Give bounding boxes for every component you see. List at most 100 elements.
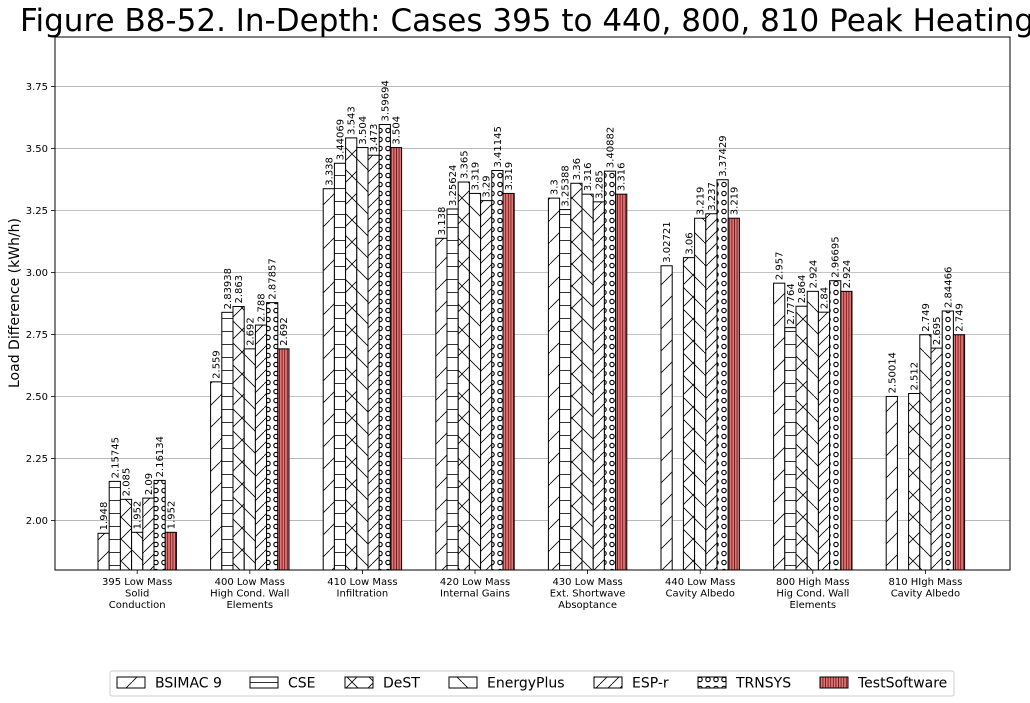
data-label: 2.50014 [887, 352, 898, 393]
x-category-label: Elements [226, 600, 273, 611]
data-label: 1.948 [99, 502, 110, 531]
bar [164, 531, 177, 571]
bars [97, 124, 966, 571]
data-label: 3.338 [324, 157, 335, 186]
bar [435, 237, 448, 571]
x-category-label: 400 Low Mass [215, 577, 285, 588]
x-category-label: Cavity Albedo [891, 589, 960, 600]
x-category-label: Hig Cond. Wall [776, 589, 849, 600]
legend-label: EnergyPlus [487, 676, 565, 692]
data-label: 3.319 [504, 162, 515, 191]
bar [682, 257, 696, 571]
bar [221, 311, 234, 571]
legend-label: BSIMAC 9 [155, 676, 222, 692]
data-label: 2.695 [932, 316, 943, 345]
bar [131, 531, 144, 571]
data-label: 2.559 [212, 350, 223, 379]
data-label: 2.692 [245, 317, 256, 346]
bar [952, 334, 966, 571]
data-label: 3.59694 [380, 80, 391, 121]
legend-swatch [593, 676, 623, 689]
y-tick-label: 2.25 [26, 454, 48, 465]
x-category-label: 430 Low Mass [552, 577, 622, 588]
legend-frame [109, 670, 955, 697]
data-label: 3.02721 [662, 221, 673, 262]
bar [389, 147, 403, 571]
data-label: 2.788 [257, 293, 268, 322]
data-label: 3.25624 [448, 165, 459, 206]
data-label: 3.29 [482, 175, 493, 197]
x-category-label: Ext. Shortwave [550, 589, 626, 600]
legend-label: CSE [288, 676, 316, 692]
legend-label: TRNSYS [735, 676, 791, 692]
bar [716, 179, 729, 571]
data-label: 2.924 [842, 260, 853, 289]
data-label: 1.952 [166, 501, 177, 530]
x-category-label: 800 High Mass [776, 577, 850, 588]
data-label: 3.316 [617, 163, 628, 192]
bar [457, 181, 470, 571]
data-label: 3.504 [392, 116, 403, 145]
bar [210, 381, 223, 571]
y-axis-label: Load Difference (kWh/h) [7, 218, 23, 388]
bar [795, 305, 808, 571]
y-axis-ticks: 2.00 2.25 2.50 2.75 3.00 3.25 3.50 3.75 [26, 82, 55, 527]
legend-label: TestSoftware [857, 676, 947, 692]
data-label: 3.06 [685, 232, 696, 254]
y-tick-label: 3.50 [26, 144, 48, 155]
bar [153, 479, 166, 571]
bar [367, 154, 380, 571]
legend-swatch [344, 676, 374, 689]
data-label: 3.37429 [718, 135, 729, 176]
data-label: 3.365 [459, 150, 470, 179]
data-label: 3.44069 [336, 119, 347, 160]
data-label: 3.219 [696, 187, 707, 216]
bar [930, 347, 943, 571]
data-label: 2.15745 [110, 437, 121, 478]
data-label: 2.96695 [831, 236, 842, 277]
bar [885, 395, 898, 571]
x-category-label: 395 Low Mass [102, 577, 172, 588]
x-category-label: Cavity Albedo [665, 589, 734, 600]
data-label: 3.543 [347, 106, 358, 135]
bar [468, 192, 482, 571]
data-label: 2.83938 [223, 268, 234, 309]
bar [322, 188, 335, 571]
data-label: 3.40882 [606, 127, 617, 168]
data-label: 3.237 [707, 182, 718, 211]
x-category-label: 420 Low Mass [440, 577, 510, 588]
bar [773, 282, 786, 571]
bar [603, 170, 617, 571]
bar [254, 324, 268, 571]
data-label: 3.36 [572, 158, 583, 180]
y-tick-label: 2.75 [26, 330, 48, 341]
bar [727, 217, 740, 571]
bar [559, 209, 572, 571]
plot-frame [54, 36, 1011, 571]
bar [333, 162, 347, 571]
data-label: 2.84 [820, 287, 831, 309]
bar [345, 137, 358, 571]
bar [142, 497, 155, 571]
bar [547, 197, 561, 571]
bar [232, 305, 245, 571]
legend-swatch [448, 676, 478, 689]
bar [694, 217, 707, 571]
bar [491, 170, 504, 571]
bar [243, 348, 256, 571]
data-label: 2.749 [955, 303, 966, 332]
x-category-label: Absoptance [558, 600, 617, 611]
bar [119, 498, 133, 571]
y-tick-label: 3.75 [26, 82, 48, 93]
bar [806, 290, 819, 571]
y-tick-label: 2.00 [26, 516, 48, 527]
bar [570, 182, 583, 571]
y-tick-label: 3.00 [26, 268, 48, 279]
data-label: 3.138 [437, 207, 448, 236]
chart-title: Figure B8-52. In-Depth: Cases 395 to 440… [20, 3, 1030, 39]
bar [919, 334, 932, 571]
data-label: 3.504 [358, 116, 369, 145]
bar [446, 208, 459, 571]
